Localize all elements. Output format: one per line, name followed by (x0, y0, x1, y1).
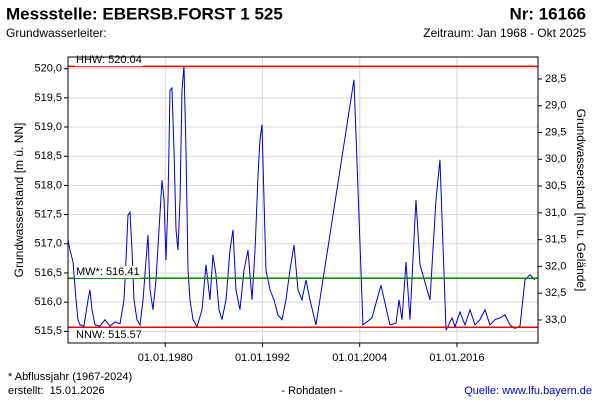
chart-title: Messstelle: EBERSB.FORST 1 525 (6, 4, 283, 23)
subtitle: Grundwasserleiter: (6, 26, 107, 40)
reference-label: HHW: 520.04 (76, 54, 142, 66)
x-tick-label: 01.01.1992 (235, 352, 290, 364)
plot-area (68, 57, 538, 343)
y-axis-label: Grundwasserstand [m ü. NN] (12, 123, 26, 278)
y2-tick-label: 29,0 (545, 100, 566, 112)
y2-tick-label: 29,5 (545, 126, 566, 138)
y2-tick-label: 31,0 (545, 207, 566, 219)
x-tick-label: 01.01.2004 (332, 352, 387, 364)
y-tick-label: 516,5 (34, 267, 62, 279)
y-tick-label: 515,5 (34, 325, 62, 337)
y2-axis-label: Grundwasserstand [m u. Gelände] (574, 109, 588, 292)
y2-tick-label: 33,0 (545, 314, 566, 326)
footnote: * Abflussjahr (1967-2024) (8, 371, 132, 383)
x-tick-label: 01.01.1980 (138, 352, 193, 364)
plot-frame (67, 56, 539, 344)
y-tick-label: 518,5 (34, 150, 62, 162)
y-tick-label: 516,0 (34, 296, 62, 308)
label-background (75, 266, 141, 279)
reference-label: MW*: 516.41 (76, 266, 140, 278)
source-link[interactable]: Quelle: www.lfu.bayern.de (464, 385, 592, 397)
station-number: Nr: 16166 (509, 4, 586, 23)
data-line (67, 65, 536, 331)
y-tick-label: 519,5 (34, 92, 62, 104)
label-background (75, 329, 143, 342)
period: Zeitraum: Jan 1968 - Okt 2025 (423, 26, 586, 40)
created-date: erstellt: 15.01.2026 (8, 385, 105, 397)
y2-tick-label: 32,5 (545, 287, 566, 299)
y-tick-label: 520,0 (34, 63, 62, 75)
reference-label: NNW: 515.57 (76, 329, 142, 341)
y2-tick-label: 31,5 (545, 234, 566, 246)
y2-tick-label: 30,5 (545, 180, 566, 192)
x-tick-label: 01.01.2016 (429, 352, 484, 364)
y2-tick-label: 32,0 (545, 260, 566, 272)
y-tick-label: 518,0 (34, 179, 62, 191)
y2-tick-label: 28,5 (545, 73, 566, 85)
y-tick-label: 517,0 (34, 238, 62, 250)
y-tick-label: 519,0 (34, 121, 62, 133)
data-kind: - Rohdaten - (281, 385, 342, 397)
y-tick-label: 517,5 (34, 208, 62, 220)
y2-tick-label: 30,0 (545, 153, 566, 165)
